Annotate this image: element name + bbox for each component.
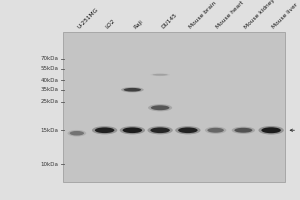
Ellipse shape (121, 87, 144, 92)
Ellipse shape (232, 127, 255, 134)
Bar (63, 32, 285, 182)
Ellipse shape (92, 126, 117, 134)
Text: 10kDa: 10kDa (40, 162, 58, 166)
Text: 55kDa: 55kDa (40, 66, 58, 71)
Text: DU145: DU145 (160, 12, 178, 30)
Ellipse shape (148, 104, 172, 111)
Ellipse shape (207, 128, 224, 133)
Text: 40kDa: 40kDa (40, 77, 58, 82)
Text: LO2: LO2 (105, 18, 116, 30)
Ellipse shape (175, 126, 201, 134)
Ellipse shape (120, 126, 145, 134)
Ellipse shape (124, 88, 141, 92)
Ellipse shape (150, 127, 170, 133)
Ellipse shape (70, 131, 84, 136)
Ellipse shape (95, 127, 114, 133)
Ellipse shape (123, 127, 142, 133)
Ellipse shape (151, 105, 170, 110)
Text: 15kDa: 15kDa (40, 128, 58, 133)
Ellipse shape (147, 126, 173, 134)
Text: 70kDa: 70kDa (40, 56, 58, 62)
Ellipse shape (150, 73, 170, 76)
Text: 35kDa: 35kDa (40, 87, 58, 92)
Text: Mouse brain: Mouse brain (188, 1, 217, 30)
Ellipse shape (259, 126, 284, 135)
Ellipse shape (205, 127, 226, 134)
Ellipse shape (178, 127, 198, 133)
Ellipse shape (261, 127, 281, 133)
Text: 25kDa: 25kDa (40, 99, 58, 104)
Ellipse shape (68, 130, 86, 137)
Ellipse shape (153, 74, 168, 76)
Text: RPS26: RPS26 (290, 128, 300, 133)
Text: Raji: Raji (132, 19, 144, 30)
Text: Mouse liver: Mouse liver (271, 2, 299, 30)
Text: Mouse heart: Mouse heart (216, 0, 245, 30)
Text: Mouse kidney: Mouse kidney (243, 0, 276, 30)
Ellipse shape (234, 128, 252, 133)
Text: U-251MG: U-251MG (77, 7, 100, 30)
